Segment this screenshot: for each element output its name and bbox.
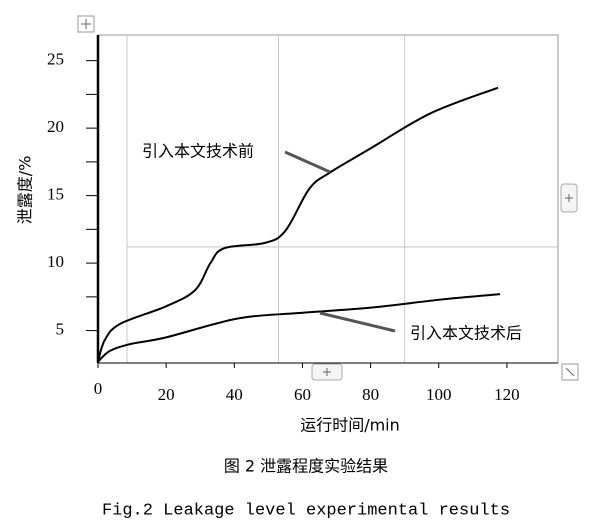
y-tick-label: 5	[56, 320, 65, 339]
x-tick-label: 100	[426, 385, 452, 404]
caption: Fig.2 Leakage level experimental results	[102, 501, 510, 520]
x-tick-label: 0	[94, 379, 103, 398]
x-tick-label: 80	[362, 385, 379, 404]
caption: 图 2 泄露程度实验结果	[224, 457, 388, 476]
series-label: 引入本文技术后	[410, 324, 522, 343]
leader-line	[319, 311, 396, 333]
y-tick-label: 20	[47, 117, 64, 136]
y-tick-label: 25	[47, 50, 64, 69]
editor-handle[interactable]	[560, 183, 578, 213]
editor-handle[interactable]	[561, 363, 579, 381]
x-tick-label: 120	[494, 385, 520, 404]
y-tick-label: 15	[47, 185, 64, 204]
data-line	[97, 86, 499, 362]
data-line	[97, 293, 501, 363]
y-axis-label: 泄露度/%	[16, 156, 35, 225]
editor-handle[interactable]	[311, 363, 343, 381]
x-axis-label: 运行时间/min	[300, 416, 400, 435]
editor-handle[interactable]	[77, 15, 95, 33]
x-tick-label: 40	[226, 385, 243, 404]
x-tick-label: 60	[294, 385, 311, 404]
x-tick-label: 20	[158, 385, 175, 404]
series-label: 引入本文技术前	[142, 142, 254, 161]
y-tick-label: 10	[47, 252, 64, 271]
leader-line	[284, 150, 331, 174]
